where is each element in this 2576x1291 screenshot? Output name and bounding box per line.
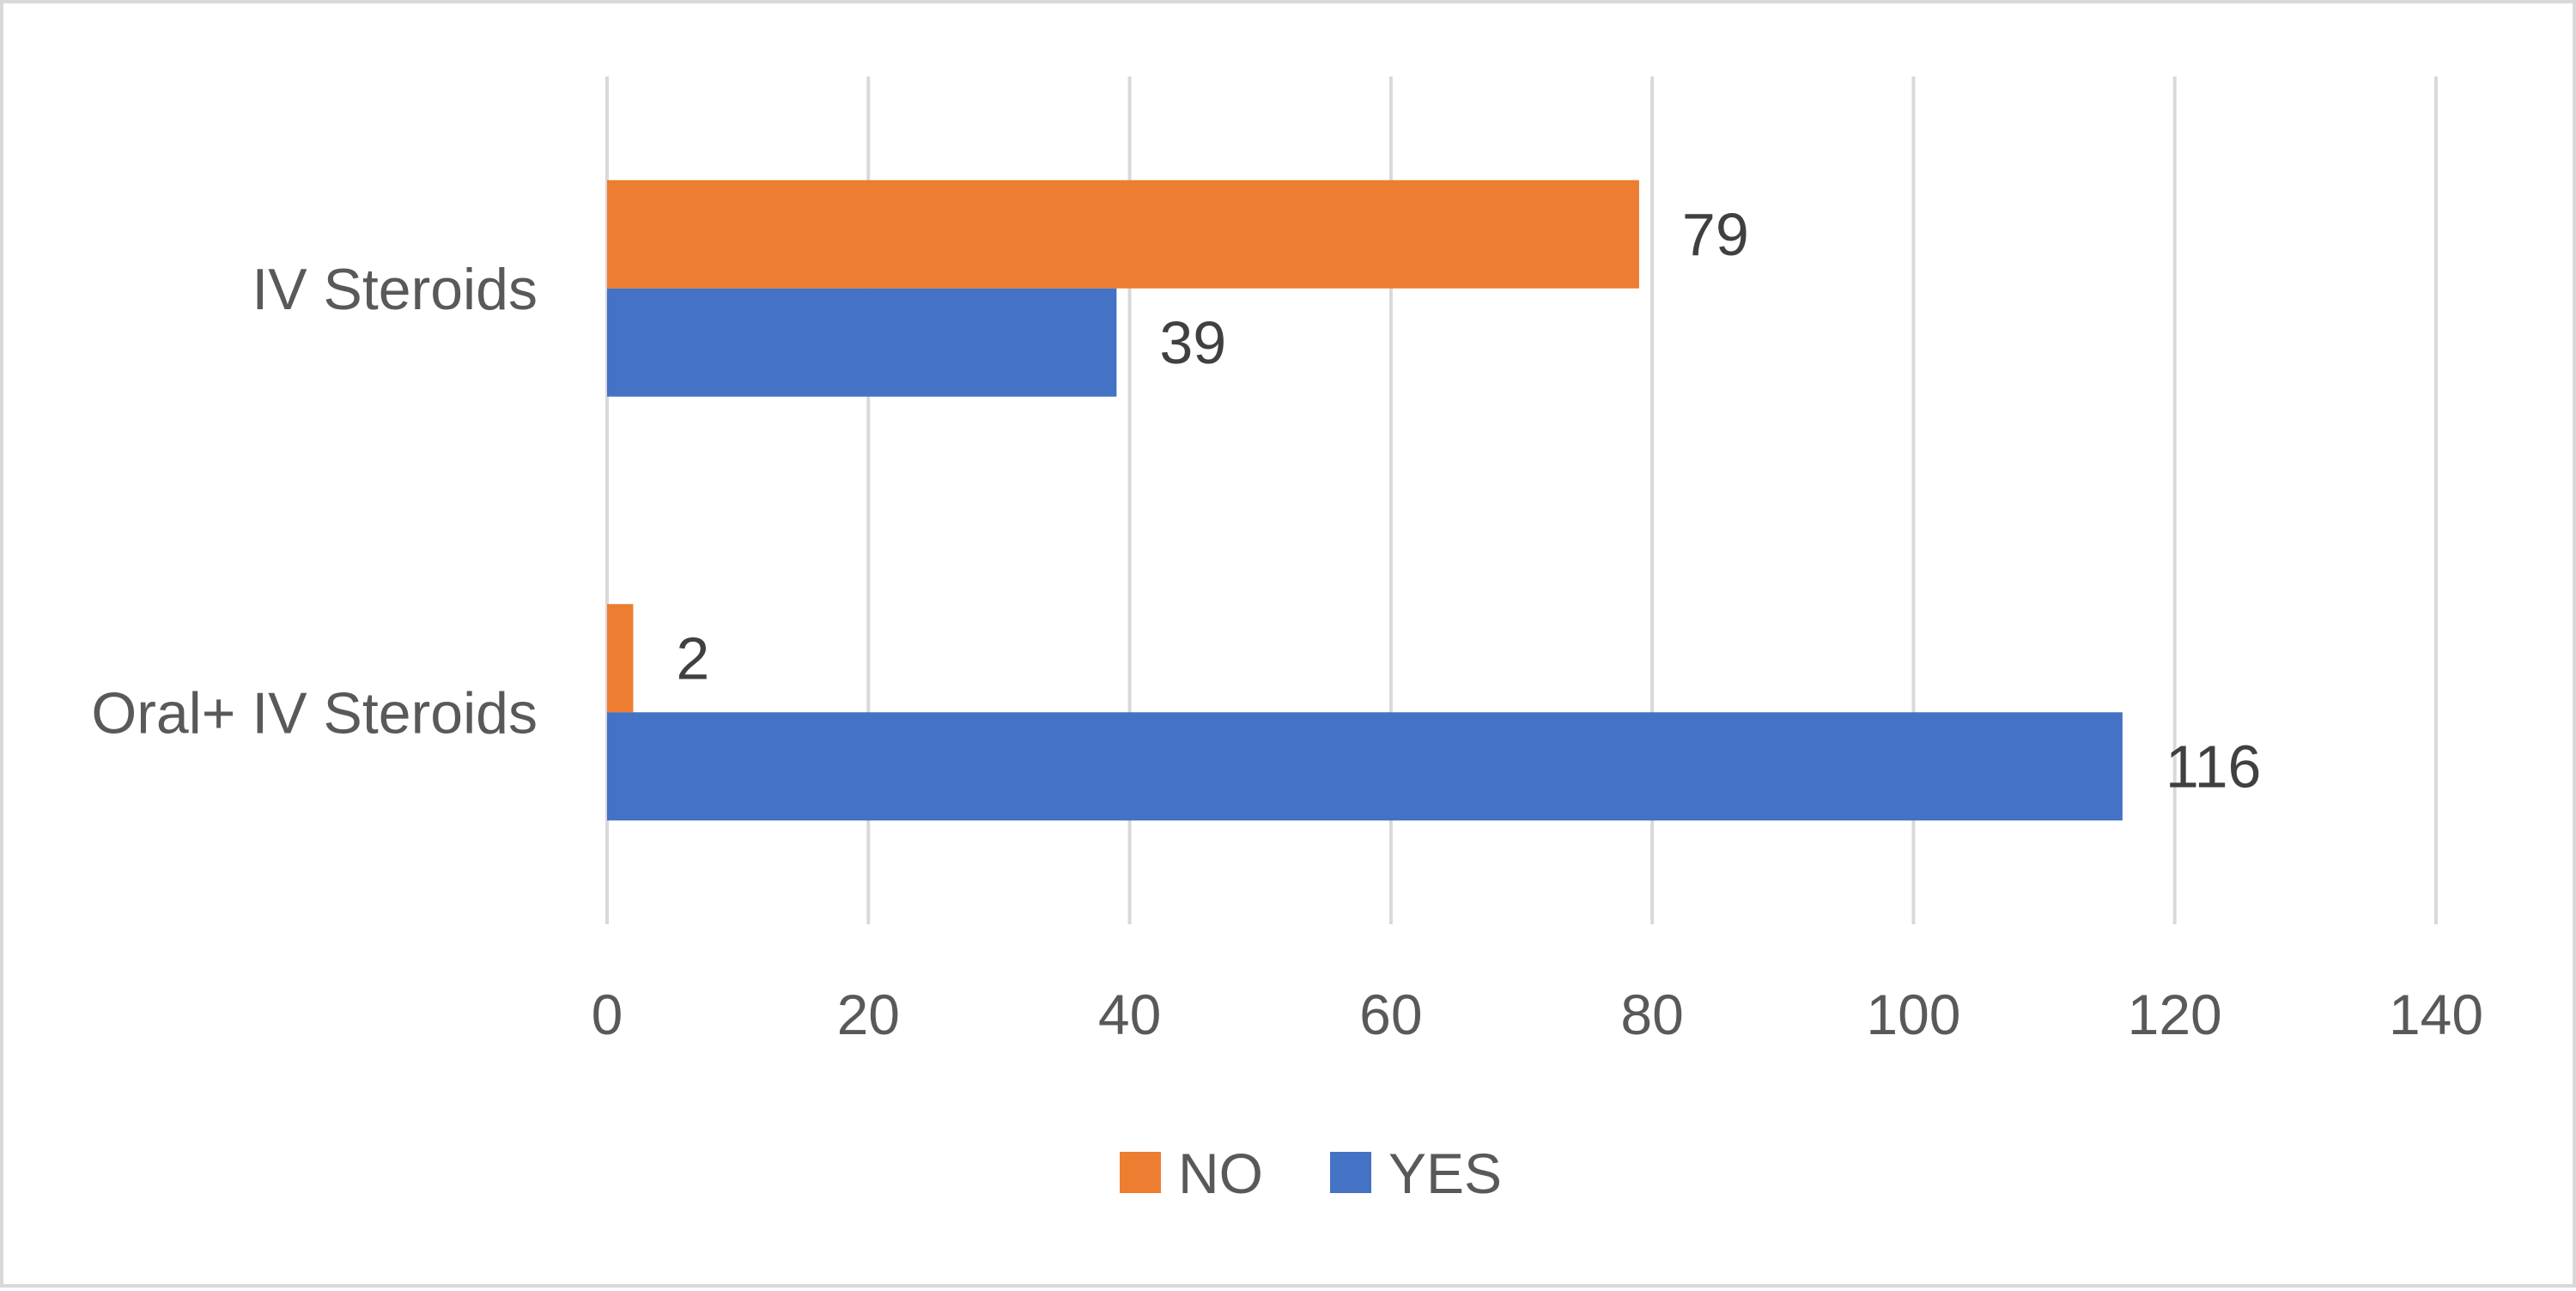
data-label: 116 <box>2166 733 2262 800</box>
x-tick-label: 0 <box>592 983 623 1046</box>
bar <box>607 288 1117 397</box>
x-tick-label: 60 <box>1359 983 1422 1046</box>
legend-swatch <box>1330 1152 1371 1193</box>
labels-layer: 0 20 40 60 80 100 120 140 IV Steroids 79 39 Oral+ I… <box>91 201 2483 1046</box>
bar <box>607 180 1639 289</box>
data-label: 79 <box>1682 201 1749 268</box>
legend: NO YES <box>1120 1142 1502 1205</box>
data-label: 2 <box>676 624 709 691</box>
x-tick-label: 120 <box>2128 983 2222 1046</box>
x-tick-label: 80 <box>1620 983 1683 1046</box>
y-category-label: IV Steroids <box>252 257 538 322</box>
x-tick-label: 40 <box>1098 983 1161 1046</box>
bar <box>607 712 2123 821</box>
chart-svg: 0 20 40 60 80 100 120 140 IV Steroids 79 39 Oral+ I… <box>91 76 2483 1205</box>
bars-layer <box>607 180 2123 821</box>
x-tick-label: 140 <box>2389 983 2483 1046</box>
data-label: 39 <box>1159 309 1226 376</box>
legend-swatch <box>1120 1152 1161 1193</box>
legend-label: YES <box>1388 1142 1502 1205</box>
y-category-label: Oral+ IV Steroids <box>91 680 538 746</box>
legend-label: NO <box>1178 1142 1263 1205</box>
x-tick-label: 100 <box>1866 983 1960 1046</box>
bar <box>607 604 634 713</box>
x-tick-label: 20 <box>837 983 900 1046</box>
